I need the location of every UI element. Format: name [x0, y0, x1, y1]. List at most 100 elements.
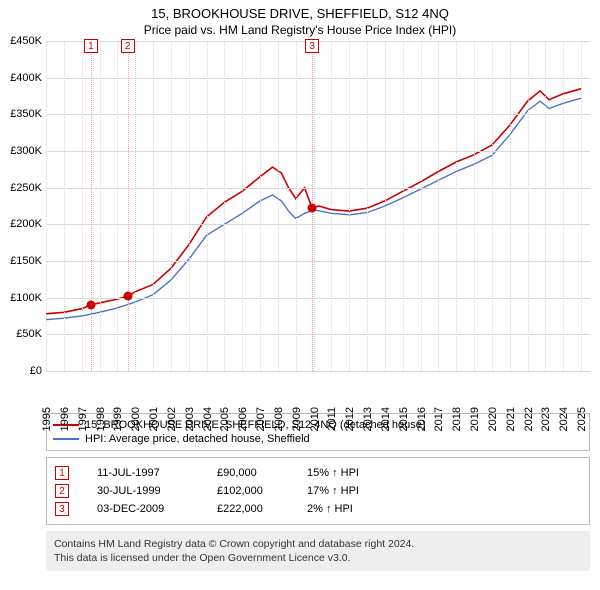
events-box: 1 11-JUL-1997£90,00015% ↑ HPI 2 30-JUL-1999… — [46, 457, 590, 525]
chart-y-tick-label: £100K — [10, 292, 46, 304]
chart-gridline-v — [117, 41, 118, 371]
chart-event-marker-badge: 3 — [305, 39, 319, 53]
chart-x-axis: 1995199619971998199920002001200220032004… — [46, 371, 590, 407]
chart-y-tick-label: £50K — [16, 328, 46, 340]
chart-gridline-v — [331, 41, 332, 371]
chart-x-tick-label: 2004 — [200, 407, 214, 431]
chart-y-tick-label: £300K — [10, 145, 46, 157]
event-delta: 15% ↑ HPI — [307, 467, 585, 479]
chart-gridline-v — [474, 41, 475, 371]
event-price: £102,000 — [217, 485, 307, 497]
chart-gridline-v — [189, 41, 190, 371]
chart-gridline-v — [64, 41, 65, 371]
chart-y-tick-label: £150K — [10, 255, 46, 267]
chart-plot-area: £0£50K£100K£150K£200K£250K£300K£350K£400… — [46, 41, 590, 371]
chart-x-tick-label: 2001 — [146, 407, 160, 431]
chart-gridline-v — [242, 41, 243, 371]
chart-x-tick-label: 2021 — [503, 407, 517, 431]
chart-x-tick-label: 2009 — [289, 407, 303, 431]
chart-y-tick-label: £400K — [10, 72, 46, 84]
chart-event-marker-dot — [308, 204, 317, 213]
event-row: 2 30-JUL-1999£102,00017% ↑ HPI — [51, 482, 585, 500]
chart-event-marker-line — [128, 41, 129, 371]
chart-x-tick-label: 2024 — [556, 407, 570, 431]
chart-gridline-v — [135, 41, 136, 371]
chart-x-tick-label: 2018 — [449, 407, 463, 431]
chart-gridline-v — [438, 41, 439, 371]
chart-x-tick-label: 2023 — [538, 407, 552, 431]
attribution-footer: Contains HM Land Registry data © Crown c… — [46, 531, 590, 571]
chart-gridline-v — [492, 41, 493, 371]
footer-line-1: Contains HM Land Registry data © Crown c… — [54, 537, 582, 551]
chart-gridline-v — [100, 41, 101, 371]
event-price: £222,000 — [217, 503, 307, 515]
chart-x-tick-label: 2006 — [235, 407, 249, 431]
chart-x-tick-label: 2022 — [521, 407, 535, 431]
chart-x-tick-label: 2015 — [396, 407, 410, 431]
chart-y-tick-label: £450K — [10, 35, 46, 47]
legend-item: HPI: Average price, detached house, Shef… — [53, 432, 583, 446]
event-delta: 17% ↑ HPI — [307, 485, 585, 497]
chart-gridline-v — [296, 41, 297, 371]
event-badge: 2 — [55, 484, 69, 498]
chart-gridline-v — [260, 41, 261, 371]
chart-gridline-v — [456, 41, 457, 371]
chart-x-tick-label: 2008 — [271, 407, 285, 431]
legend-label: HPI: Average price, detached house, Shef… — [85, 433, 310, 445]
page-subtitle: Price paid vs. HM Land Registry's House … — [0, 21, 600, 41]
chart-x-tick-label: 2011 — [324, 407, 338, 431]
event-date: 11-JUL-1997 — [97, 467, 217, 479]
legend-swatch — [53, 438, 79, 440]
event-delta: 2% ↑ HPI — [307, 503, 585, 515]
chart-gridline-v — [581, 41, 582, 371]
chart-gridline-v — [403, 41, 404, 371]
chart-event-marker-dot — [86, 301, 95, 310]
chart-y-tick-label: £250K — [10, 182, 46, 194]
chart-y-tick-label: £350K — [10, 108, 46, 120]
chart-x-tick-label: 2020 — [485, 407, 499, 431]
event-row: 1 11-JUL-1997£90,00015% ↑ HPI — [51, 464, 585, 482]
chart-gridline-v — [421, 41, 422, 371]
chart-x-tick-label: 2003 — [182, 407, 196, 431]
footer-line-2: This data is licensed under the Open Gov… — [54, 551, 582, 565]
chart-x-tick-label: 1998 — [93, 407, 107, 431]
event-badge: 3 — [55, 502, 69, 516]
chart-x-tick-label: 2007 — [253, 407, 267, 431]
chart-x-tick-label: 2016 — [414, 407, 428, 431]
chart-gridline-v — [207, 41, 208, 371]
chart-y-tick-label: £0 — [30, 365, 46, 377]
chart-gridline-v — [385, 41, 386, 371]
chart-gridline-v — [545, 41, 546, 371]
chart-x-tick-label: 2012 — [342, 407, 356, 431]
chart-gridline-v — [510, 41, 511, 371]
chart-y-tick-label: £200K — [10, 218, 46, 230]
event-badge: 1 — [55, 466, 69, 480]
chart-event-marker-line — [91, 41, 92, 371]
chart-x-tick-label: 2013 — [360, 407, 374, 431]
page-title: 15, BROOKHOUSE DRIVE, SHEFFIELD, S12 4NQ — [0, 0, 600, 21]
event-row: 3 03-DEC-2009£222,0002% ↑ HPI — [51, 500, 585, 518]
chart-x-tick-label: 2000 — [128, 407, 142, 431]
chart-gridline-v — [153, 41, 154, 371]
chart-gridline-v — [82, 41, 83, 371]
chart-gridline-v — [224, 41, 225, 371]
chart-x-tick-label: 1997 — [75, 407, 89, 431]
chart-x-tick-label: 1996 — [57, 407, 71, 431]
chart-gridline-v — [367, 41, 368, 371]
chart-event-marker-badge: 1 — [84, 39, 98, 53]
chart-x-tick-label: 2017 — [431, 407, 445, 431]
chart-event-marker-dot — [123, 292, 132, 301]
chart-x-tick-label: 2002 — [164, 407, 178, 431]
event-date: 30-JUL-1999 — [97, 485, 217, 497]
chart-gridline-v — [171, 41, 172, 371]
chart-gridline-v — [278, 41, 279, 371]
chart-event-marker-badge: 2 — [121, 39, 135, 53]
event-date: 03-DEC-2009 — [97, 503, 217, 515]
chart-gridline-v — [528, 41, 529, 371]
chart-x-tick-label: 2025 — [574, 407, 588, 431]
chart-gridline-v — [563, 41, 564, 371]
chart-gridline-v — [349, 41, 350, 371]
chart-x-tick-label: 2005 — [217, 407, 231, 431]
event-price: £90,000 — [217, 467, 307, 479]
chart-x-tick-label: 1995 — [39, 407, 53, 431]
